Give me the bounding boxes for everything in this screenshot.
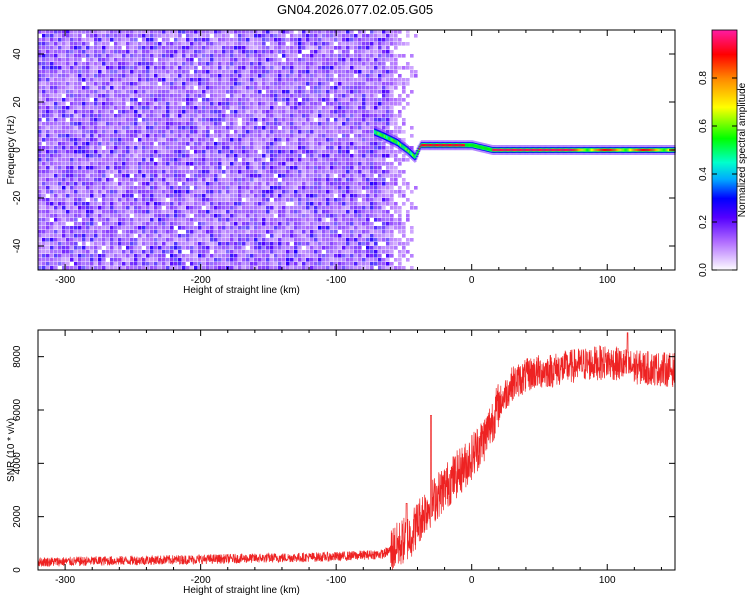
y-tick-label: 20 — [12, 96, 23, 108]
x-tick-label: -200 — [191, 275, 211, 286]
y-axis-label: SNR (10 * v/v) — [6, 418, 17, 482]
plot-frame — [37, 329, 676, 571]
colorbar-tick-label: 0.8 — [698, 71, 709, 85]
colorbar-tick-label: 0.4 — [698, 167, 709, 181]
x-tick-label: -100 — [326, 575, 346, 586]
colorbar-tick-label: 0.2 — [698, 215, 709, 229]
y-tick-label: 0 — [12, 147, 23, 153]
y-tick-label: 8000 — [12, 345, 23, 368]
x-tick-label: 0 — [469, 575, 475, 586]
snr-series-line — [37, 332, 676, 570]
y-tick-label: 4000 — [12, 452, 23, 475]
y-tick-label: -20 — [12, 190, 23, 205]
colorbar-frame — [711, 29, 738, 271]
chart-title: GN04.2026.077.02.05.G05 — [277, 2, 433, 17]
x-tick-label: -100 — [326, 275, 346, 286]
noise-cells — [38, 30, 418, 270]
x-tick-label: -200 — [191, 575, 211, 586]
x-tick-label: 100 — [599, 575, 616, 586]
y-tick-label: 0 — [12, 567, 23, 573]
x-tick-label: 100 — [599, 275, 616, 286]
y-tick-label: 40 — [12, 48, 23, 60]
y-tick-label: -40 — [12, 238, 23, 253]
colorbar: 0.0 0.2 0.4 0.6 0.8 Normalized spectral ampli… — [698, 29, 748, 277]
x-axis-label: Height of straight line (km) — [183, 585, 300, 596]
colorbar-tick-label: 0.6 — [698, 119, 709, 133]
signal-band — [374, 126, 676, 163]
x-tick-label: -300 — [55, 275, 75, 286]
colorbar-tick-label: 0.0 — [698, 263, 709, 277]
snr-plot: -300 -200 -100 0 10002000400060008000Height … — [6, 329, 676, 596]
x-axis-label: Height of straight line (km) — [183, 285, 300, 296]
x-tick-label: 0 — [469, 275, 475, 286]
x-tick-label: -300 — [55, 575, 75, 586]
y-axis-label: Frequency (Hz) — [6, 116, 17, 185]
y-tick-label: 6000 — [12, 398, 23, 421]
y-tick-label: 2000 — [12, 505, 23, 528]
colorbar-label: Normalized spectral amplitude — [737, 82, 748, 217]
